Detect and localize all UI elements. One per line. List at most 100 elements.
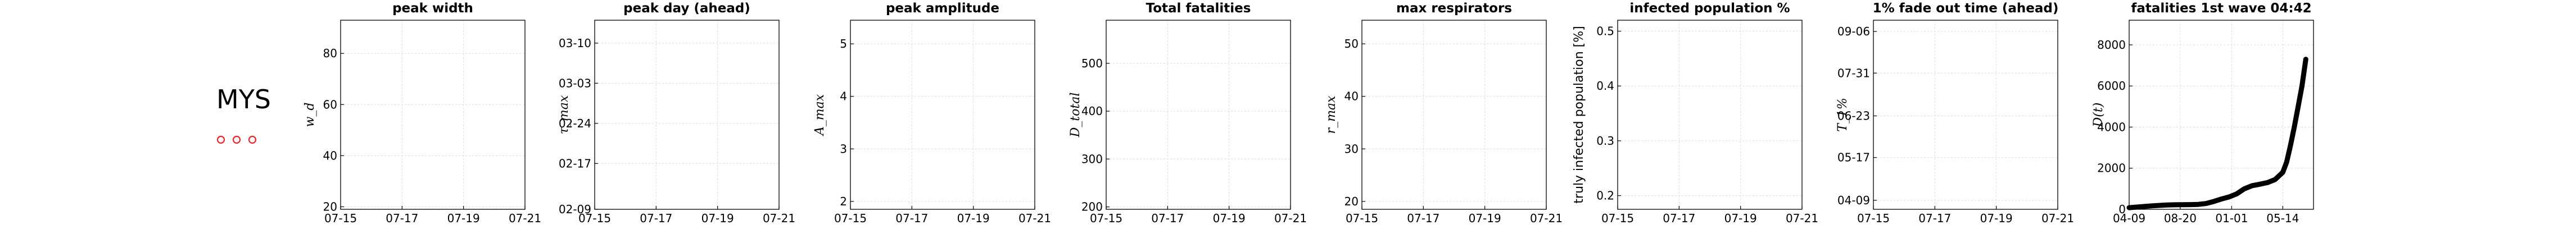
y-tick-label: 6000 [2097, 79, 2126, 93]
chart-panel: 07-15 07-17 07-19 07-21 20 40 60 80 peak width w_… [303, 1, 541, 225]
y-tick-label: 200 [1081, 200, 1103, 214]
y-tick-label: 40 [323, 149, 337, 162]
y-tick-label: 4 [840, 90, 847, 103]
plot-frame [850, 20, 1035, 210]
y-axis-label: r_max [1324, 95, 1338, 134]
y-tick-label: 09-06 [1837, 25, 1870, 38]
x-tick-label: 07-17 [1918, 212, 1951, 225]
y-axis-label: w_d [303, 103, 317, 127]
y-tick-label: 2000 [2097, 162, 2126, 175]
chart-title: peak day (ahead) [623, 1, 750, 16]
chart-panel: 07-15 07-17 07-19 07-21 200 300 400 500 Total fa… [1069, 1, 1307, 225]
plot-frame [594, 20, 780, 210]
x-tick-label: 07-19 [1724, 212, 1757, 225]
y-axis-label: A_max [813, 94, 827, 136]
x-tick-label: 07-17 [895, 212, 928, 225]
chart-panel: 07-15 07-17 07-19 07-21 0.2 0.3 0.4 0.5 infected… [1572, 1, 1818, 225]
plot-frame [2129, 20, 2314, 210]
chart-panel: 04-09 08-20 01-01 05-14 0 2000 4000 6000 8000 fat… [2091, 1, 2314, 225]
x-tick-label: 05-14 [2266, 212, 2299, 225]
y-tick-label: 300 [1081, 152, 1103, 166]
x-tick-label: 07-15 [834, 212, 867, 225]
y-tick-label: 0.3 [1596, 134, 1614, 148]
y-tick-label: 60 [323, 98, 337, 111]
x-tick-label: 07-15 [324, 212, 357, 225]
x-tick-label: 01-01 [2215, 212, 2248, 225]
x-tick-label: 07-19 [1469, 212, 1501, 225]
x-tick-label: 07-15 [1857, 212, 1890, 225]
plot-frame [1873, 20, 2058, 210]
y-tick-label: 07-31 [1837, 66, 1870, 80]
y-axis-label: T_1% [1836, 98, 1850, 132]
x-tick-label: 07-17 [1151, 212, 1184, 225]
y-tick-label: 2 [840, 195, 847, 208]
y-tick-label: 03-03 [559, 76, 591, 90]
x-tick-label: 07-15 [1090, 212, 1122, 225]
x-tick-label: 07-21 [509, 212, 541, 225]
x-tick-label: 07-19 [701, 212, 734, 225]
y-tick-label: 03-10 [559, 36, 591, 50]
plot-frame [340, 20, 526, 210]
marker-circle [216, 135, 225, 144]
y-tick-label: 400 [1081, 104, 1103, 118]
y-axis-label: τ_max [557, 95, 571, 134]
y-tick-label: 0.4 [1596, 79, 1614, 93]
plot-frame [1361, 20, 1547, 210]
chart-title: max respirators [1396, 1, 1512, 16]
y-tick-label: 0 [2118, 203, 2126, 216]
x-tick-label: 07-21 [1786, 212, 1818, 225]
y-tick-label: 20 [323, 200, 337, 213]
y-tick-label: 02-24 [559, 117, 591, 130]
x-tick-label: 07-19 [957, 212, 990, 225]
x-tick-label: 07-21 [2041, 212, 2074, 225]
y-tick-label: 50 [1344, 37, 1359, 51]
y-tick-label: 30 [1344, 142, 1359, 155]
x-tick-label: 07-17 [1407, 212, 1439, 225]
x-tick-label: 07-15 [1346, 212, 1378, 225]
y-tick-label: 3 [840, 142, 847, 155]
chart-title: Total fatalities [1146, 1, 1251, 16]
x-tick-label: 04-09 [2113, 212, 2145, 225]
x-tick-label: 08-20 [2164, 212, 2197, 225]
x-tick-label: 07-19 [1213, 212, 1246, 225]
x-tick-label: 07-19 [447, 212, 480, 225]
y-tick-label: 06-23 [1837, 109, 1870, 123]
x-tick-label: 07-21 [763, 212, 795, 225]
y-axis-label: truly infected population [%] [1572, 26, 1586, 203]
y-tick-label: 4000 [2097, 120, 2126, 134]
y-tick-label: 8000 [2097, 38, 2126, 52]
chart-title: infected population % [1629, 1, 1790, 16]
y-axis-label: D(t) [2091, 103, 2106, 128]
marker-circle [232, 135, 241, 144]
x-tick-label: 07-15 [578, 212, 611, 225]
plot-frame [1106, 20, 1291, 210]
x-tick-label: 07-17 [1663, 212, 1695, 225]
y-tick-label: 0.2 [1596, 189, 1614, 203]
chart-panel: 07-15 07-17 07-19 07-21 02-09 02-17 02-24 03-03… [557, 1, 795, 225]
x-tick-label: 07-21 [1274, 212, 1307, 225]
chart-panel: 07-15 07-17 07-19 07-21 2 3 4 5 peak amplitude A_… [813, 1, 1051, 225]
plot-frame [1617, 20, 1803, 210]
x-tick-label: 07-19 [1980, 212, 2013, 225]
y-tick-label: 20 [1344, 195, 1359, 208]
marker-circle [248, 135, 257, 144]
x-tick-label: 07-17 [640, 212, 672, 225]
y-tick-label: 0.5 [1596, 25, 1614, 38]
y-axis-label: D_total [1069, 93, 1083, 138]
chart-title: peak amplitude [886, 1, 999, 16]
y-tick-label: 05-17 [1837, 151, 1870, 164]
country-label: MYS [216, 84, 271, 114]
y-tick-label: 5 [840, 37, 847, 51]
x-tick-label: 07-21 [1018, 212, 1051, 225]
y-tick-label: 04-09 [1837, 194, 1870, 207]
chart-title: fatalities 1st wave 04:42 [2131, 1, 2311, 16]
chart-title: peak width [392, 1, 473, 16]
series-line [2126, 57, 2308, 210]
x-tick-label: 07-17 [386, 212, 418, 225]
y-tick-label: 40 [1344, 90, 1359, 103]
x-tick-label: 07-15 [1601, 212, 1634, 225]
chart-panel: 07-15 07-17 07-19 07-21 20 30 40 50 max respirat… [1324, 1, 1563, 225]
chart-panel: 07-15 07-17 07-19 07-21 04-09 05-17 06-23 07-31… [1836, 1, 2074, 225]
